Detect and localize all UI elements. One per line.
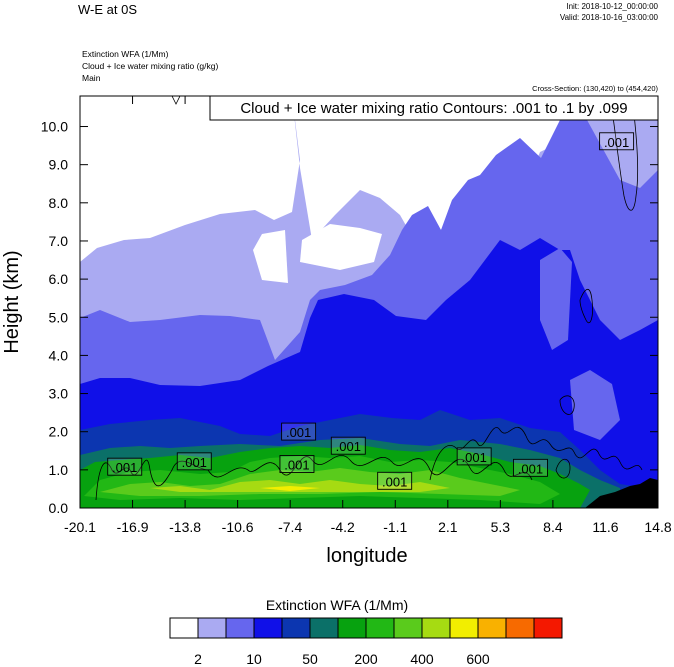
contour-label: .001 — [112, 460, 137, 475]
contour-label-box — [377, 471, 413, 490]
x-tick-label: -16.9 — [117, 519, 149, 535]
y-tick-label: 3.0 — [49, 386, 69, 402]
colorbar-swatch — [197, 617, 227, 639]
field-label-mixing-ratio: Cloud + Ice water mixing ratio (g/kg) — [82, 61, 219, 71]
y-tick-label: 8.0 — [49, 195, 69, 211]
contour-label: .001 — [462, 450, 487, 465]
y-axis-label: Height (km) — [1, 250, 23, 353]
x-tick-label: -13.8 — [169, 519, 201, 535]
colorbar-swatch — [253, 617, 283, 639]
colorbar-swatch — [225, 617, 255, 639]
y-tick-label: 9.0 — [49, 157, 69, 173]
colorbar-swatch — [533, 617, 563, 639]
colorbar-swatch — [393, 617, 423, 639]
contour-label: .001 — [284, 458, 309, 473]
x-tick-label: -20.1 — [64, 519, 96, 535]
contour-label: .001 — [182, 455, 207, 470]
x-tick-label: -1.1 — [383, 519, 407, 535]
contour-label-box — [456, 447, 492, 466]
field-label-extinction: Extinction WFA (1/Mm) — [82, 49, 169, 59]
field-label-main: Main — [82, 73, 101, 83]
y-tick-label: 1.0 — [49, 462, 69, 478]
x-tick-label: 2.1 — [438, 519, 458, 535]
y-tick-label: 5.0 — [49, 309, 69, 325]
y-tick-label: 6.0 — [49, 271, 69, 287]
plot-fill-area — [80, 96, 658, 508]
colorbar-title: Extinction WFA (1/Mm) — [265, 597, 409, 613]
colorbar-label: 10 — [246, 651, 262, 667]
contour-label-box — [330, 436, 366, 455]
colorbar-swatches — [169, 617, 563, 639]
x-tick-label: -10.6 — [222, 519, 254, 535]
x-tick-label: 5.3 — [491, 519, 511, 535]
contour-label-box — [513, 458, 548, 477]
colorbar-swatch — [505, 617, 535, 639]
x-tick-label: -4.2 — [331, 519, 355, 535]
contour-label: .001 — [286, 425, 311, 440]
x-tick-label: 8.4 — [543, 519, 563, 535]
contour-label: .001 — [382, 474, 407, 489]
colorbar-swatch — [337, 617, 367, 639]
colorbar-swatch — [477, 617, 507, 639]
contour-label: .001 — [604, 135, 629, 150]
colorbar-swatch — [421, 617, 451, 639]
x-tick-label: 11.6 — [592, 519, 618, 535]
init-time: Init: 2018-10-12_00:00:00 — [566, 2, 658, 11]
y-tick-label: 4.0 — [49, 347, 69, 363]
y-tick-label: 0.0 — [49, 500, 69, 516]
y-tick-label: 10.0 — [41, 119, 68, 135]
contour-label-box — [176, 452, 212, 471]
colorbar-label: 600 — [466, 651, 490, 667]
x-axis: -20.1 -16.9 -13.8 -10.6 -7.4 -4.2 -1.1 2.1 5.3 8.… — [64, 96, 672, 535]
colorbar-label: 2 — [194, 651, 202, 667]
cross-section-label: Cross-Section: (130,420) to (454,420) — [532, 84, 658, 93]
contour-label-box — [599, 132, 635, 151]
contour-annotation-box: Cloud + Ice water mixing ratio Contours:… — [209, 95, 659, 121]
chart-title: W-E at 0S — [78, 2, 138, 17]
x-tick-label: 14.8 — [644, 519, 671, 535]
colorbar-label: 200 — [354, 651, 378, 667]
contour-lines — [95, 96, 643, 501]
colorbar-swatch — [169, 617, 199, 639]
x-axis-label: longitude — [326, 545, 407, 567]
colorbar-swatch — [281, 617, 311, 639]
colorbar-swatch — [365, 617, 395, 639]
contour-label-box — [279, 455, 315, 473]
y-tick-label: 2.0 — [49, 424, 69, 440]
contour-label-box — [107, 457, 143, 476]
contour-label: .001 — [336, 439, 361, 454]
contour-labels: .001 .001 .001 .001 .001 .001 .001 .001 .001 — [107, 132, 635, 490]
colorbar-swatch — [449, 617, 479, 639]
colorbar-label: 50 — [302, 651, 318, 667]
colorbar-label: 400 — [410, 651, 434, 667]
valid-time: Valid: 2018-10-16_03:00:00 — [559, 13, 658, 22]
contour-label-box — [281, 422, 317, 441]
contour-label: .001 — [518, 461, 543, 476]
contour-annotation: Cloud + Ice water mixing ratio Contours:… — [240, 100, 627, 117]
y-axis: 0.0 1.0 2.0 3.0 4.0 5.0 6.0 7.0 8.0 9.0 10.0 — [41, 119, 658, 516]
x-tick-label: -7.4 — [278, 519, 302, 535]
colorbar-swatch — [309, 617, 339, 639]
y-tick-label: 7.0 — [49, 233, 69, 249]
colorbar-labels: 2 10 50 200 400 600 — [194, 651, 490, 667]
cross-section-plot: -20.1 -16.9 -13.8 -10.6 -7.4 -4.2 -1.1 2.1 5.3 8.… — [1, 95, 672, 567]
